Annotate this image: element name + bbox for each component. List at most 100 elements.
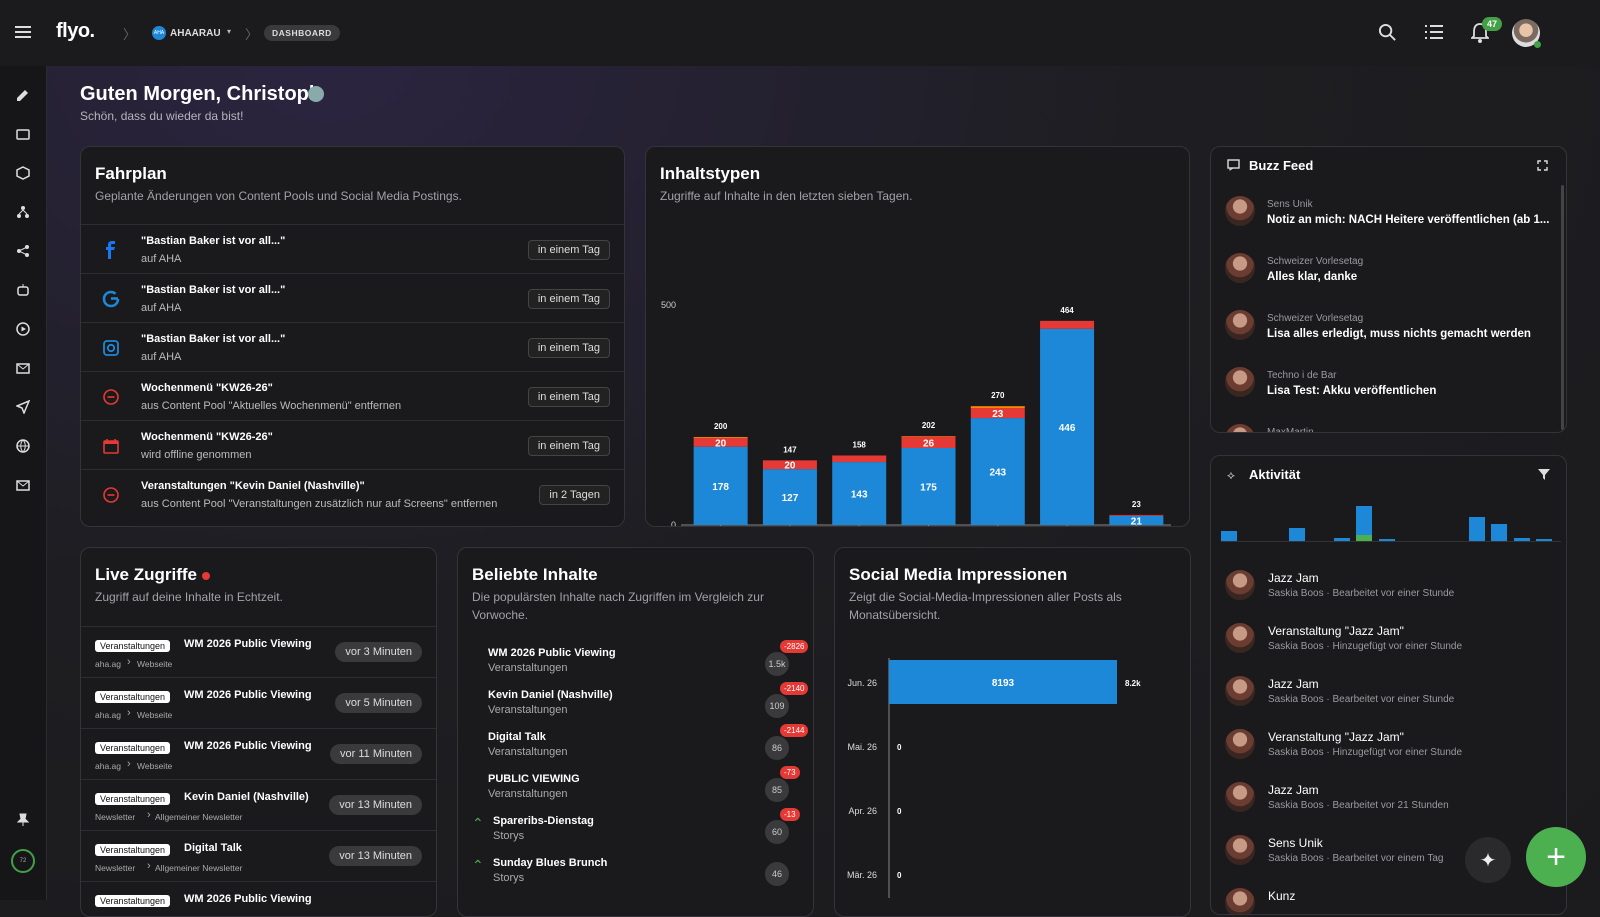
bar-outer-label: 8.2k (1125, 679, 1141, 688)
live-time-badge: vor 3 Minuten (335, 642, 422, 662)
org-switcher[interactable]: AHAARAU (170, 28, 221, 39)
tree-icon[interactable] (14, 203, 32, 221)
storage-ring-icon[interactable]: 72 (11, 849, 35, 873)
activity-item[interactable]: Kunz (1211, 882, 1566, 915)
access-count: 85 (765, 778, 789, 802)
fahrplan-item-subtitle: wird offline genommen (141, 449, 251, 461)
activity-subtitle: Saskia Boos · Bearbeitet vor einer Stund… (1268, 694, 1454, 705)
activity-item[interactable]: Jazz Jam Saskia Boos · Bearbeitet vor ein… (1211, 670, 1566, 718)
expand-icon[interactable] (1537, 160, 1548, 171)
buzz-scrollbar[interactable] (1561, 185, 1564, 430)
buzz-author: MaxMartin (1267, 427, 1314, 433)
access-count: 86 (765, 736, 789, 760)
menu-icon[interactable] (15, 24, 31, 40)
live-destination: Webseite (137, 659, 172, 669)
avatar (1225, 782, 1255, 812)
live-title: Live Zugriffe (95, 565, 197, 585)
delta-badge: -73 (780, 766, 800, 779)
activity-title: Veranstaltung "Jazz Jam" (1268, 730, 1404, 744)
logo[interactable]: flyo. (56, 20, 95, 43)
pin-icon[interactable] (14, 811, 32, 829)
ai-assist-button[interactable]: ✦ (1465, 837, 1511, 883)
buzz-author: Sens Unik (1267, 199, 1313, 210)
avatar (1225, 310, 1255, 340)
cube-icon[interactable] (14, 164, 32, 182)
plus-icon: + (1546, 840, 1566, 874)
beliebt-item-subtitle: Veranstaltungen (488, 704, 568, 716)
newsletter-icon[interactable] (14, 476, 32, 494)
live-subtitle: Zugriff auf deine Inhalte in Echtzeit. (95, 588, 283, 606)
notification-count-badge: 47 (1482, 17, 1502, 31)
breadcrumb-dashboard[interactable]: DASHBOARD (264, 25, 340, 41)
edit-icon[interactable] (14, 86, 32, 104)
activity-title: Kunz (1268, 889, 1295, 903)
org-badge-icon: AHA (152, 26, 166, 40)
chevron-right-icon: › (127, 707, 131, 719)
add-button[interactable]: + (1526, 827, 1586, 887)
chat-icon (1227, 159, 1240, 171)
play-icon[interactable] (14, 320, 32, 338)
fahrplan-item-title: Wochenmenü "KW26-26" (141, 382, 273, 394)
beliebt-item-title: Sunday Blues Brunch (493, 857, 607, 869)
buzz-item[interactable]: MaxMartin (1211, 415, 1556, 433)
buzz-text: Alles klar, danke (1267, 271, 1552, 283)
share-icon[interactable] (14, 242, 32, 260)
y-tick-label: Apr. 26 (848, 806, 877, 816)
google-icon (101, 289, 121, 309)
instagram-icon (101, 338, 121, 358)
live-source: aha.ag (95, 710, 121, 720)
fahrplan-item[interactable]: Wochenmenü "KW26-26"aus Content Pool "Ak… (81, 371, 624, 420)
search-icon[interactable] (1378, 23, 1397, 42)
fahrplan-item[interactable]: Wochenmenü "KW26-26"wird offline genomme… (81, 420, 624, 469)
activity-subtitle: Saskia Boos · Bearbeitet vor einem Tag (1268, 853, 1443, 864)
list-icon[interactable] (1425, 24, 1443, 40)
activity-item[interactable]: Veranstaltung "Jazz Jam"Saskia Boos · Hi… (1211, 723, 1566, 771)
activity-item[interactable]: Veranstaltung "Jazz Jam"Saskia Boos · Hi… (1211, 617, 1566, 665)
beliebt-item-subtitle: Veranstaltungen (488, 746, 568, 758)
fahrplan-item[interactable]: Veranstaltungen "Kevin Daniel (Nashville… (81, 469, 624, 518)
bar-total-label: 158 (853, 440, 867, 449)
send-icon[interactable] (14, 398, 32, 416)
online-status-dot (1534, 41, 1541, 48)
mail-icon[interactable] (14, 359, 32, 377)
globe-icon[interactable] (14, 437, 32, 455)
activity-title: Jazz Jam (1268, 677, 1319, 691)
live-time-badge: vor 5 Minuten (335, 693, 422, 713)
filter-icon[interactable] (1538, 469, 1550, 480)
robot-icon[interactable] (14, 281, 32, 299)
bar-wochenmenü (694, 437, 748, 438)
bar-value-label: 127 (782, 493, 799, 504)
bar-value-label: 243 (989, 468, 1006, 479)
bar-storys (1109, 515, 1163, 516)
folder-image-icon[interactable] (14, 125, 32, 143)
beliebt-item-subtitle: Veranstaltungen (488, 788, 568, 800)
buzz-author: Schweizer Vorlesetag (1267, 313, 1363, 324)
chevron-down-icon[interactable]: ▾ (227, 27, 231, 36)
remove-circle-icon (101, 485, 121, 505)
social-title: Social Media Impressionen (849, 565, 1067, 585)
activity-title: Veranstaltung "Jazz Jam" (1268, 624, 1404, 638)
